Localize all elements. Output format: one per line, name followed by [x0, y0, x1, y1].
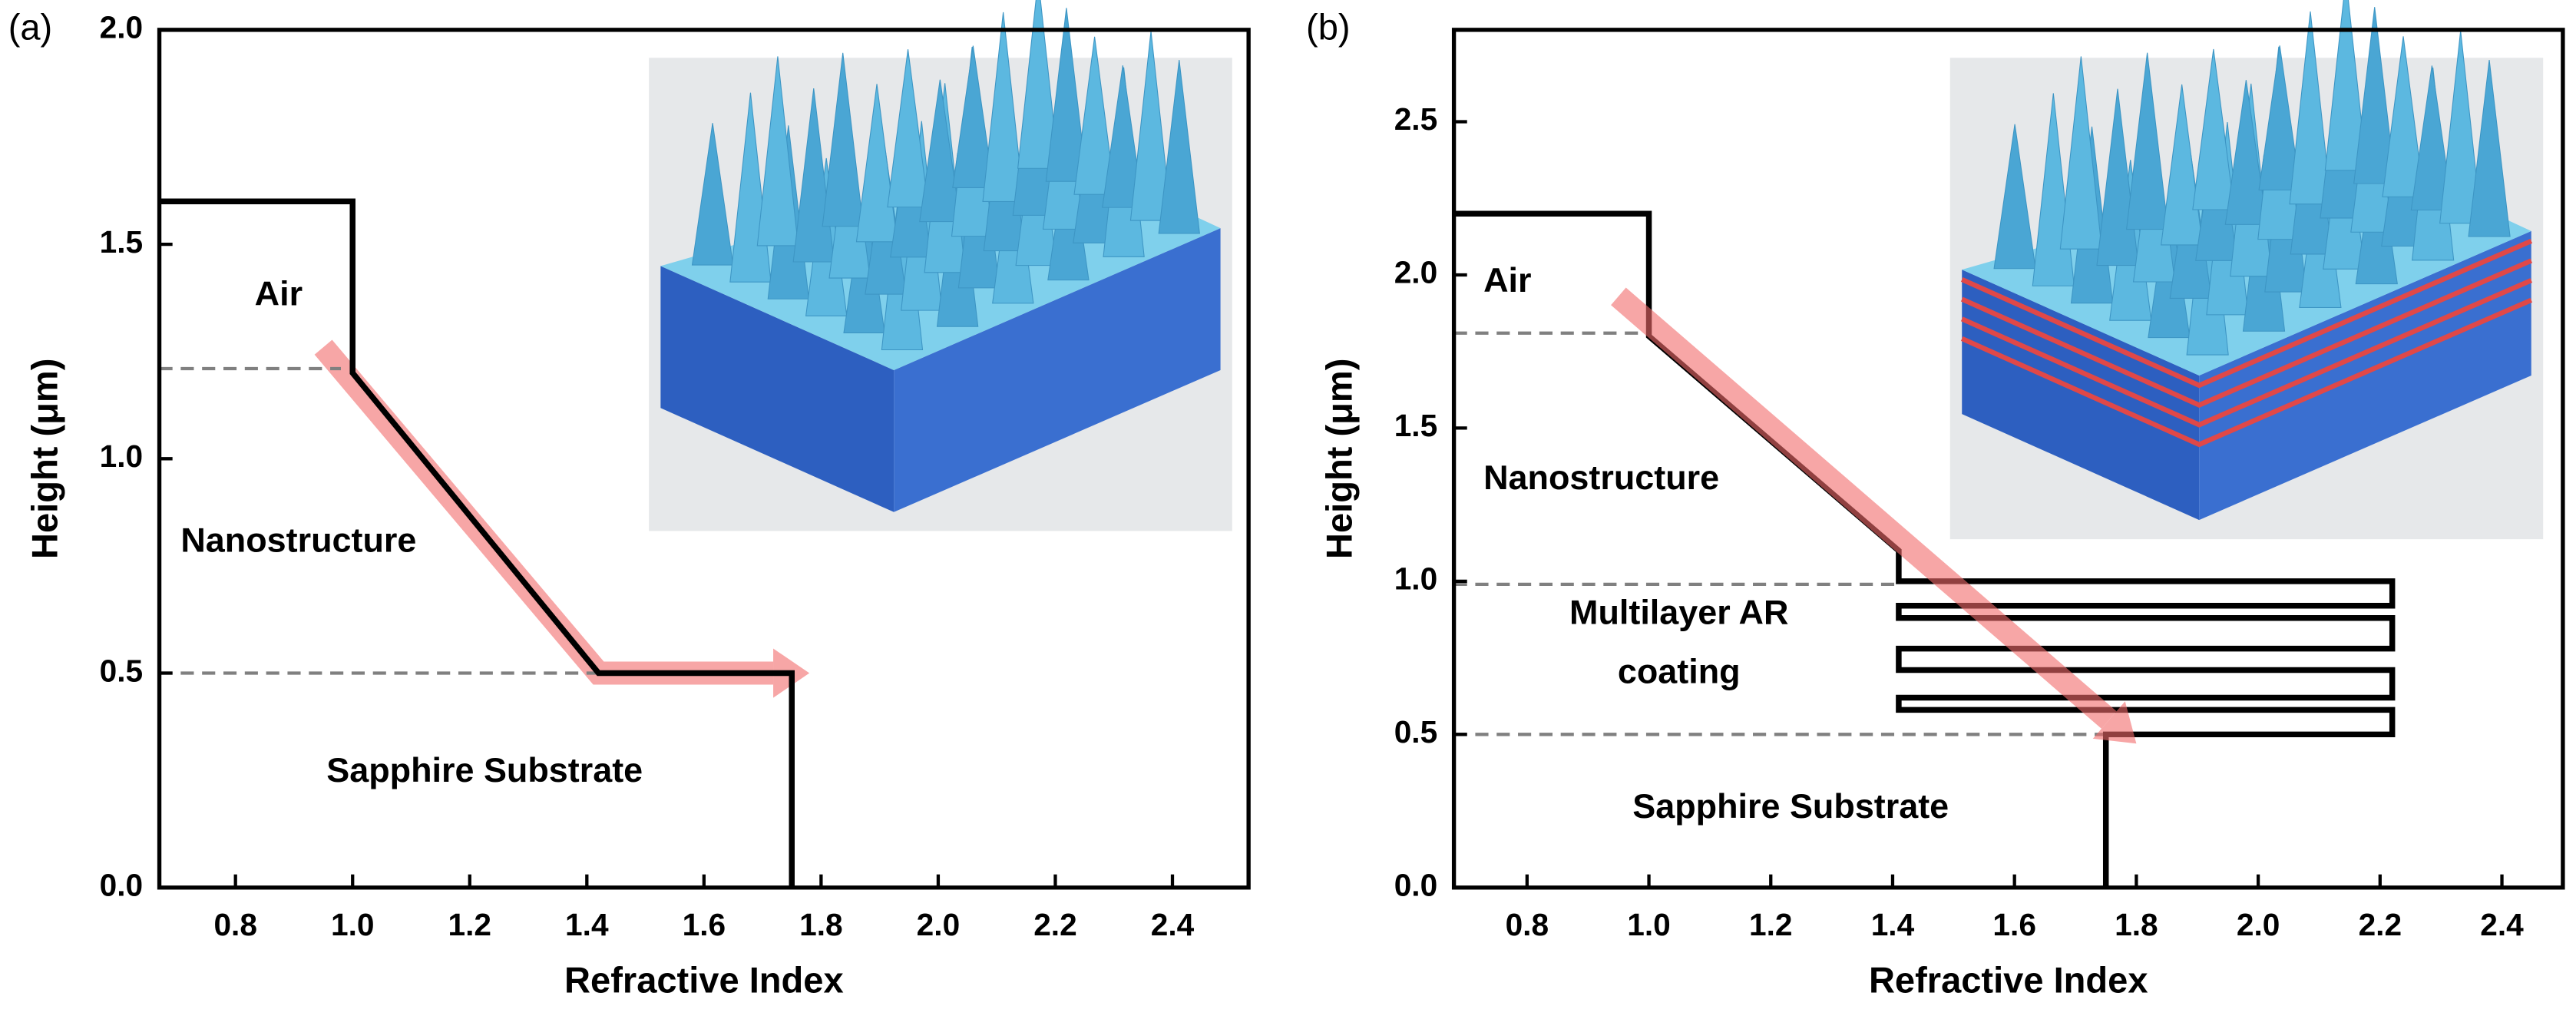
cone — [1158, 59, 1200, 234]
cone — [822, 52, 864, 227]
cone — [2468, 60, 2511, 237]
x-tick-label: 1.0 — [1627, 907, 1671, 942]
cone — [952, 45, 994, 188]
cone — [2410, 65, 2454, 211]
x-tick-label: 2.2 — [2359, 907, 2402, 942]
block-right — [2199, 230, 2531, 521]
cone — [2224, 80, 2268, 225]
y-tick-label: 1.0 — [1394, 561, 1438, 597]
x-tick-label: 1.4 — [1871, 907, 1915, 942]
layer — [1960, 238, 2533, 389]
cone — [2059, 56, 2102, 250]
annotation: Multilayer AR — [1569, 592, 1788, 631]
cone — [1045, 8, 1088, 182]
x-tick-label: 1.2 — [1749, 907, 1793, 942]
plot-frame — [1451, 28, 2565, 890]
x-tick-label: 1.8 — [2115, 907, 2158, 942]
cone — [2382, 36, 2425, 197]
y-axis-label: Height (μm) — [1319, 359, 1360, 559]
cone — [2439, 30, 2482, 224]
layer — [1960, 258, 2533, 409]
x-tick-label: 1.4 — [565, 907, 609, 942]
cone — [1129, 31, 1172, 221]
x-tick-label: 1.8 — [799, 907, 843, 942]
layer — [1960, 278, 2533, 428]
annotation: Nanostructure — [1483, 458, 1719, 497]
annotation: Sapphire Substrate — [326, 750, 643, 789]
panel-label: (b) — [1306, 6, 1351, 47]
arrow — [1611, 287, 2117, 729]
y-tick-label: 2.0 — [100, 10, 144, 45]
cone — [691, 123, 734, 266]
cone — [2192, 48, 2235, 210]
y-tick-label: 0.5 — [1394, 714, 1438, 750]
cone — [919, 79, 961, 223]
annotation: Air — [1483, 260, 1531, 300]
cone — [756, 56, 799, 247]
y-tick-label: 1.5 — [1394, 408, 1438, 443]
index-profile — [159, 198, 795, 888]
x-tick-label: 2.4 — [1151, 907, 1195, 942]
arrow-head — [2092, 701, 2137, 744]
annotation: Nanostructure — [180, 520, 416, 559]
cone — [1073, 36, 1116, 195]
y-tick-label: 2.0 — [1394, 255, 1438, 290]
annotation: Sapphire Substrate — [1632, 786, 1949, 826]
x-tick-label: 2.2 — [1033, 907, 1077, 942]
x-tick-label: 0.8 — [213, 907, 257, 942]
x-tick-label: 1.2 — [448, 907, 492, 942]
x-axis-label: Refractive Index — [1869, 959, 2148, 1000]
x-tick-label: 0.8 — [1506, 907, 1549, 942]
cone — [1993, 124, 2036, 270]
cone — [855, 84, 898, 243]
cone — [2324, 0, 2368, 171]
x-tick-label: 1.6 — [1992, 907, 2036, 942]
y-axis-label: Height (μm) — [24, 359, 64, 559]
y-tick-label: 0.5 — [100, 653, 144, 688]
cone — [2353, 7, 2396, 184]
cone — [1017, 0, 1060, 169]
panel-label: (a) — [8, 6, 53, 47]
x-tick-label: 2.4 — [2480, 907, 2524, 942]
block-right — [894, 228, 1221, 512]
cone — [2289, 11, 2332, 205]
cone — [2125, 52, 2169, 230]
layer — [1960, 297, 2533, 448]
x-tick-label: 1.6 — [683, 907, 726, 942]
cone — [887, 49, 929, 208]
y-tick-label: 0.0 — [1394, 867, 1438, 902]
y-tick-label: 1.0 — [100, 439, 144, 474]
y-tick-label: 1.5 — [100, 224, 144, 260]
y-tick-label: 2.5 — [1394, 101, 1438, 137]
cone — [2258, 45, 2301, 190]
x-tick-label: 2.0 — [2237, 907, 2280, 942]
block-left — [1962, 270, 2200, 521]
y-tick-label: 0.0 — [100, 867, 144, 902]
block-left — [660, 266, 894, 512]
cone — [2161, 84, 2204, 246]
x-tick-label: 2.0 — [917, 907, 961, 942]
cone — [982, 12, 1024, 202]
index-profile — [1453, 210, 2396, 888]
x-axis-label: Refractive Index — [564, 959, 844, 1000]
x-tick-label: 1.0 — [331, 907, 375, 942]
annotation: coating — [1618, 651, 1741, 690]
cone — [1102, 65, 1144, 208]
annotation: Air — [255, 273, 303, 313]
